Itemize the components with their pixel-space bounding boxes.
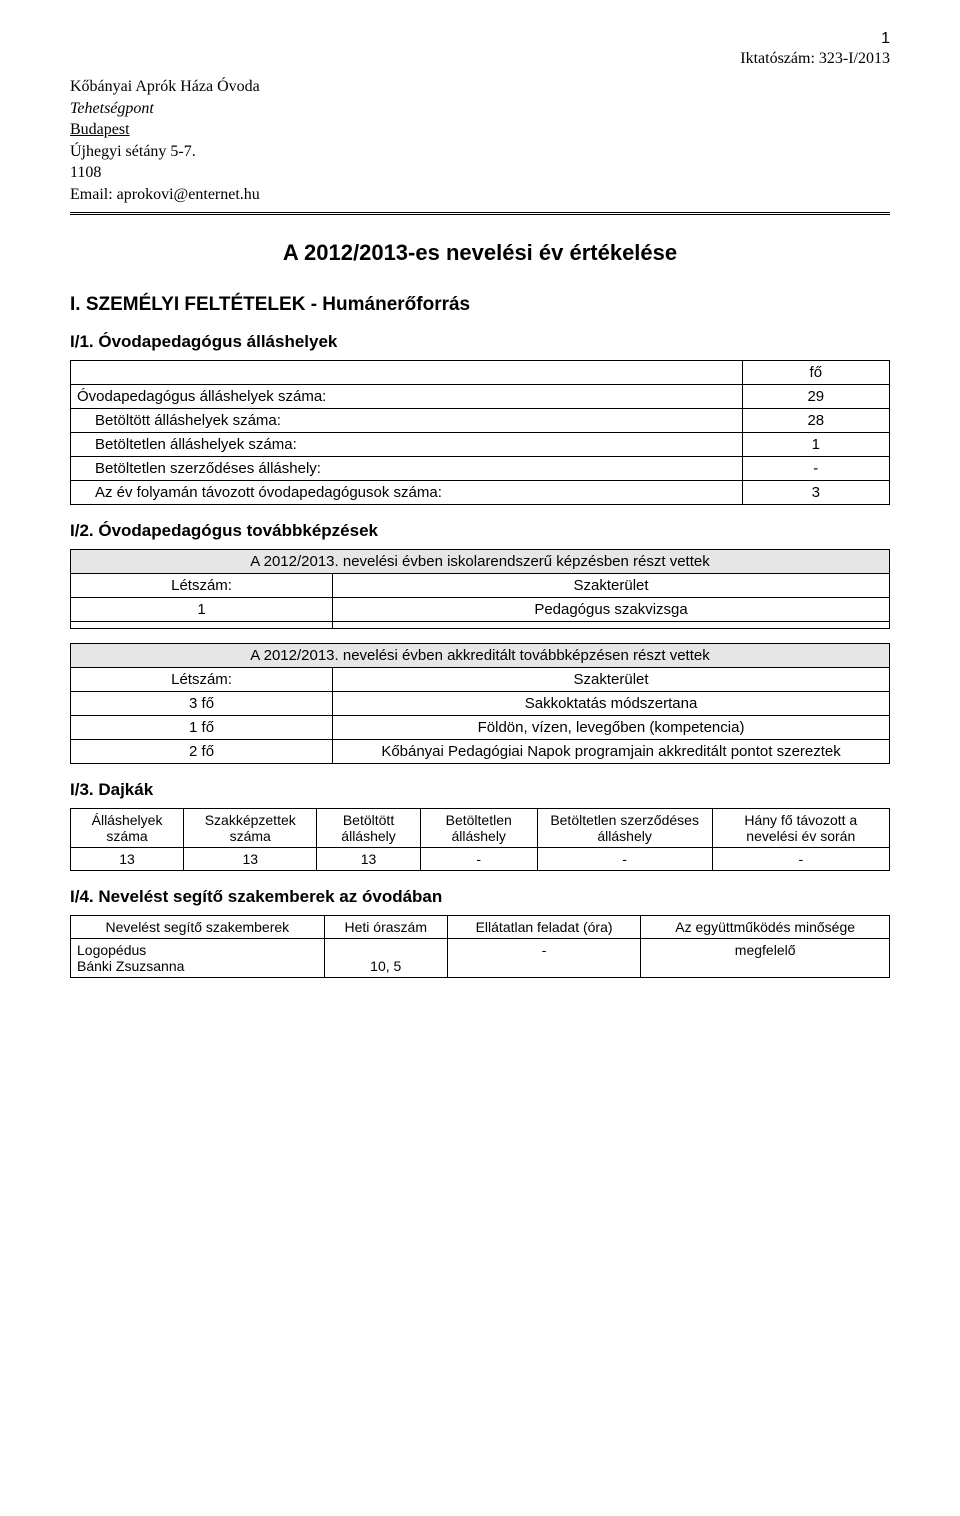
table-i4-r1c3: - [447,938,640,977]
table-i2b-count: 1 fő [71,715,333,739]
table-i2a: A 2012/2013. nevelési évben iskolarendsz… [70,549,890,629]
page-number: 1 [881,30,890,48]
table-i3-cell: - [712,847,889,870]
table-i2b-col1: Létszám: [71,667,333,691]
table-i1: fő Óvodapedagógus álláshelyek száma:29Be… [70,360,890,505]
reference-number: Iktatószám: 323-I/2013 [70,50,890,68]
table-i4-r1c2: 10, 5 [324,938,447,977]
subsection-i3-heading: I/3. Dajkák [70,780,890,800]
table-i3-cell: - [420,847,537,870]
table-i1-value: 29 [742,384,889,408]
table-i4: Nevelést segítő szakemberekHeti óraszámE… [70,915,890,978]
table-i3-cell: 13 [317,847,420,870]
table-i4-r1c1: Logopédus Bánki Zsuzsanna [71,938,325,977]
table-i1-value: 3 [742,480,889,504]
table-i2b-title: A 2012/2013. nevelési évben akkreditált … [71,643,890,667]
table-i2a-col1: Létszám: [71,573,333,597]
org-subtitle: Tehetségpont [70,98,890,120]
table-i1-value: 1 [742,432,889,456]
postal-code: 1108 [70,162,890,184]
table-i3-cell: 13 [184,847,317,870]
email-line: Email: aprokovi@enternet.hu [70,184,890,206]
table-i3-header: Betöltött álláshely [317,808,420,847]
table-i4-header: Az együttműködés minősége [641,915,890,938]
letterhead: Kőbányai Aprók Háza Óvoda Tehetségpont B… [70,76,890,206]
org-name: Kőbányai Aprók Háza Óvoda [70,76,890,98]
table-i1-header-right: fő [742,360,889,384]
table-i4-r1c4: megfelelő [641,938,890,977]
table-i1-label: Az év folyamán távozott óvodapedagógusok… [71,480,743,504]
table-i2b-field: Kőbányai Pedagógiai Napok programjain ak… [333,739,890,763]
table-i3-cell: - [537,847,712,870]
subsection-i1-heading: I/1. Óvodapedagógus álláshelyek [70,332,890,352]
table-i2a-title: A 2012/2013. nevelési évben iskolarendsz… [71,549,890,573]
table-i3-header: Betöltetlen szerződéses álláshely [537,808,712,847]
table-i3-header: Hány fő távozott a nevelési év során [712,808,889,847]
table-i2b-field: Sakkoktatás módszertana [333,691,890,715]
table-i1-value: - [742,456,889,480]
table-i2b-count: 3 fő [71,691,333,715]
subsection-i2-heading: I/2. Óvodapedagógus továbbképzések [70,521,890,541]
section-i-heading: I. SZEMÉLYI FELTÉTELEK - Humánerőforrás [70,294,890,316]
main-title: A 2012/2013-es nevelési év értékelése [70,240,890,266]
divider-double [70,212,890,216]
table-i1-label: Betöltetlen szerződéses álláshely: [71,456,743,480]
table-i4-header: Ellátatlan feladat (óra) [447,915,640,938]
table-i2b-col2: Szakterület [333,667,890,691]
table-i2b: A 2012/2013. nevelési évben akkreditált … [70,643,890,764]
table-i1-value: 28 [742,408,889,432]
table-i3-header: Szakképzettek száma [184,808,317,847]
table-i3: Álláshelyek számaSzakképzettek számaBetö… [70,808,890,871]
address-line: Újhegyi sétány 5-7. [70,141,890,163]
table-i3-cell: 13 [71,847,184,870]
table-i1-label: Betöltetlen álláshelyek száma: [71,432,743,456]
table-i2a-r1c2: Pedagógus szakvizsga [333,597,890,621]
table-i2a-r1c1: 1 [71,597,333,621]
city: Budapest [70,119,890,141]
table-i2b-count: 2 fő [71,739,333,763]
table-i2a-col2: Szakterület [333,573,890,597]
table-i3-header: Álláshelyek száma [71,808,184,847]
subsection-i4-heading: I/4. Nevelést segítő szakemberek az óvod… [70,887,890,907]
table-i1-label: Betöltött álláshelyek száma: [71,408,743,432]
table-i3-header: Betöltetlen álláshely [420,808,537,847]
table-i4-header: Heti óraszám [324,915,447,938]
table-i1-label: Óvodapedagógus álláshelyek száma: [71,384,743,408]
table-i4-header: Nevelést segítő szakemberek [71,915,325,938]
table-i2b-field: Földön, vízen, levegőben (kompetencia) [333,715,890,739]
